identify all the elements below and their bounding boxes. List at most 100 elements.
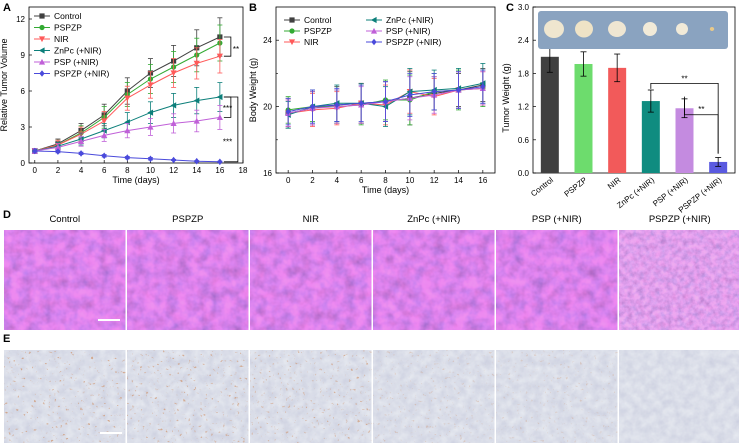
x-tick-label: 16 xyxy=(215,166,224,175)
legend-label-nir: NIR xyxy=(304,37,319,47)
legend-label-nir: NIR xyxy=(54,34,69,44)
tumor-photo-pspzp xyxy=(575,20,593,38)
he-caption-pspzp-nir: PSPZP (+NIR) xyxy=(649,214,711,225)
series-pspzp-nir xyxy=(285,69,486,126)
data-point-nir xyxy=(147,82,154,89)
y-tick-label: 0.6 xyxy=(518,136,530,145)
data-point-nir xyxy=(101,118,108,125)
data-point-pspzp-nir xyxy=(78,150,84,157)
y-tick-label: 1.2 xyxy=(518,103,530,112)
he-caption-psp-nir: PSP (+NIR) xyxy=(532,214,582,225)
ihc-image-pspzp-nir xyxy=(619,350,739,443)
plot-frame xyxy=(532,6,736,174)
data-point-pspzp-nir xyxy=(32,147,38,155)
panel-b-letter: B xyxy=(249,2,257,14)
bar-pspzp xyxy=(574,63,593,173)
data-point-pspzp-nir xyxy=(55,148,61,155)
y-axis-label: Relative Tumor Volume xyxy=(0,38,9,131)
data-point-psp-nir xyxy=(124,127,131,134)
series-pspzp-nir xyxy=(32,147,223,166)
y-axis-label: Tumor Weight (g) xyxy=(501,63,511,133)
data-point-pspzp-nir xyxy=(455,86,462,94)
y-axis-label: Body Weight (g) xyxy=(248,58,258,122)
y-tick-label: 2.4 xyxy=(518,36,530,45)
x-tick-label: 18 xyxy=(239,166,248,175)
legend-label-control: Control xyxy=(54,11,82,21)
significance-bracket xyxy=(684,96,719,154)
ihc-positive-stain xyxy=(4,350,126,443)
x-tick-label: 6 xyxy=(359,176,364,185)
data-point-znpc-nir xyxy=(170,102,177,109)
legend-marker xyxy=(370,27,378,34)
y-tick-label: 0 xyxy=(21,159,26,168)
he-image-texture xyxy=(250,230,372,330)
legend-label-znpc-nir: ZnPc (+NIR) xyxy=(386,15,434,25)
panel-a-tumor-volume-chart: A 0 2 4 6 8 10 12 14 16 18 0 3 6 9 12 Time (days) Relativ… xyxy=(0,2,248,185)
x-tick-label: 8 xyxy=(383,176,388,185)
data-point-psp-nir xyxy=(54,144,62,150)
panel-d-he-staining-row: D Control PSPZP NIR ZnPc (+NIR) PSP (+NIR) PS… xyxy=(3,209,739,330)
plot-frame xyxy=(28,6,244,164)
bar-control xyxy=(540,56,559,173)
x-tick-label: 0 xyxy=(286,176,291,185)
data-point-pspzp-nir xyxy=(194,157,200,165)
panel-a-letter: A xyxy=(3,2,11,14)
ihc-positive-stain xyxy=(127,350,249,443)
x-tick-label: 0 xyxy=(33,166,38,175)
panel-e-ihc-staining-row: E xyxy=(3,333,739,443)
tumor-photo-psp xyxy=(676,23,688,35)
data-point-pspzp-nir xyxy=(170,156,177,164)
bar-znpc-nir xyxy=(641,101,660,173)
significance-label: ** xyxy=(698,105,704,114)
y-tick-label: 3 xyxy=(21,123,26,132)
x-axis-label: Time (days) xyxy=(362,185,409,195)
x-tick-label: 2 xyxy=(56,166,61,175)
significance-brackets-a: ******** xyxy=(223,36,239,163)
legend-marker xyxy=(38,58,46,65)
he-image-texture xyxy=(127,230,249,330)
bar-psp-nir xyxy=(675,108,694,173)
tumor-photo-pspzp-nir xyxy=(709,27,715,31)
data-point-psp-nir xyxy=(147,123,154,130)
he-image-texture xyxy=(4,230,126,330)
x-tick-label: 4 xyxy=(79,166,84,175)
data-point-pspzp-nir xyxy=(124,154,130,161)
he-image-texture xyxy=(373,230,495,330)
significance-label: *** xyxy=(223,104,232,113)
x-tick-label: 10 xyxy=(405,176,414,185)
x-tick-label: 6 xyxy=(102,166,107,175)
legend-marker xyxy=(289,28,295,34)
data-point-nir xyxy=(193,60,200,67)
ihc-image-pspzp xyxy=(127,350,249,443)
tumor-photo-control xyxy=(544,20,564,38)
legend-label-znpc-nir: ZnPc (+NIR) xyxy=(54,46,102,56)
x-tick-label: 4 xyxy=(335,176,340,185)
legend-marker xyxy=(39,13,45,19)
y-tick-label: 0.0 xyxy=(518,169,530,178)
data-point-pspzp-nir xyxy=(309,103,316,110)
x-tick-label: PSPZP xyxy=(563,175,589,198)
he-image-texture xyxy=(619,230,739,330)
ihc-image-control xyxy=(4,350,126,443)
x-tick-label: Control xyxy=(529,175,555,198)
data-point-psp-nir xyxy=(77,138,85,144)
he-image-psp-nir xyxy=(496,230,618,330)
data-point-pspzp-nir xyxy=(285,108,291,115)
ihc-positive-stain xyxy=(496,350,618,443)
data-point-pspzp-nir xyxy=(431,88,437,95)
significance-label: *** xyxy=(223,137,232,146)
data-point-pspzp-nir xyxy=(480,83,486,90)
data-point-znpc-nir xyxy=(216,93,223,101)
y-tick-label: 9 xyxy=(21,51,26,60)
data-point-psp-nir xyxy=(101,132,108,138)
legend-label-pspzp-nir: PSPZP (+NIR) xyxy=(54,69,110,79)
ihc-image-znpc-nir xyxy=(373,350,495,443)
panel-c-letter: C xyxy=(506,2,514,14)
data-point-pspzp-nir xyxy=(407,91,413,99)
he-caption-znpc-nir: ZnPc (+NIR) xyxy=(407,214,460,225)
tumor-photo-strip xyxy=(538,11,728,49)
legend-marker xyxy=(38,47,45,54)
